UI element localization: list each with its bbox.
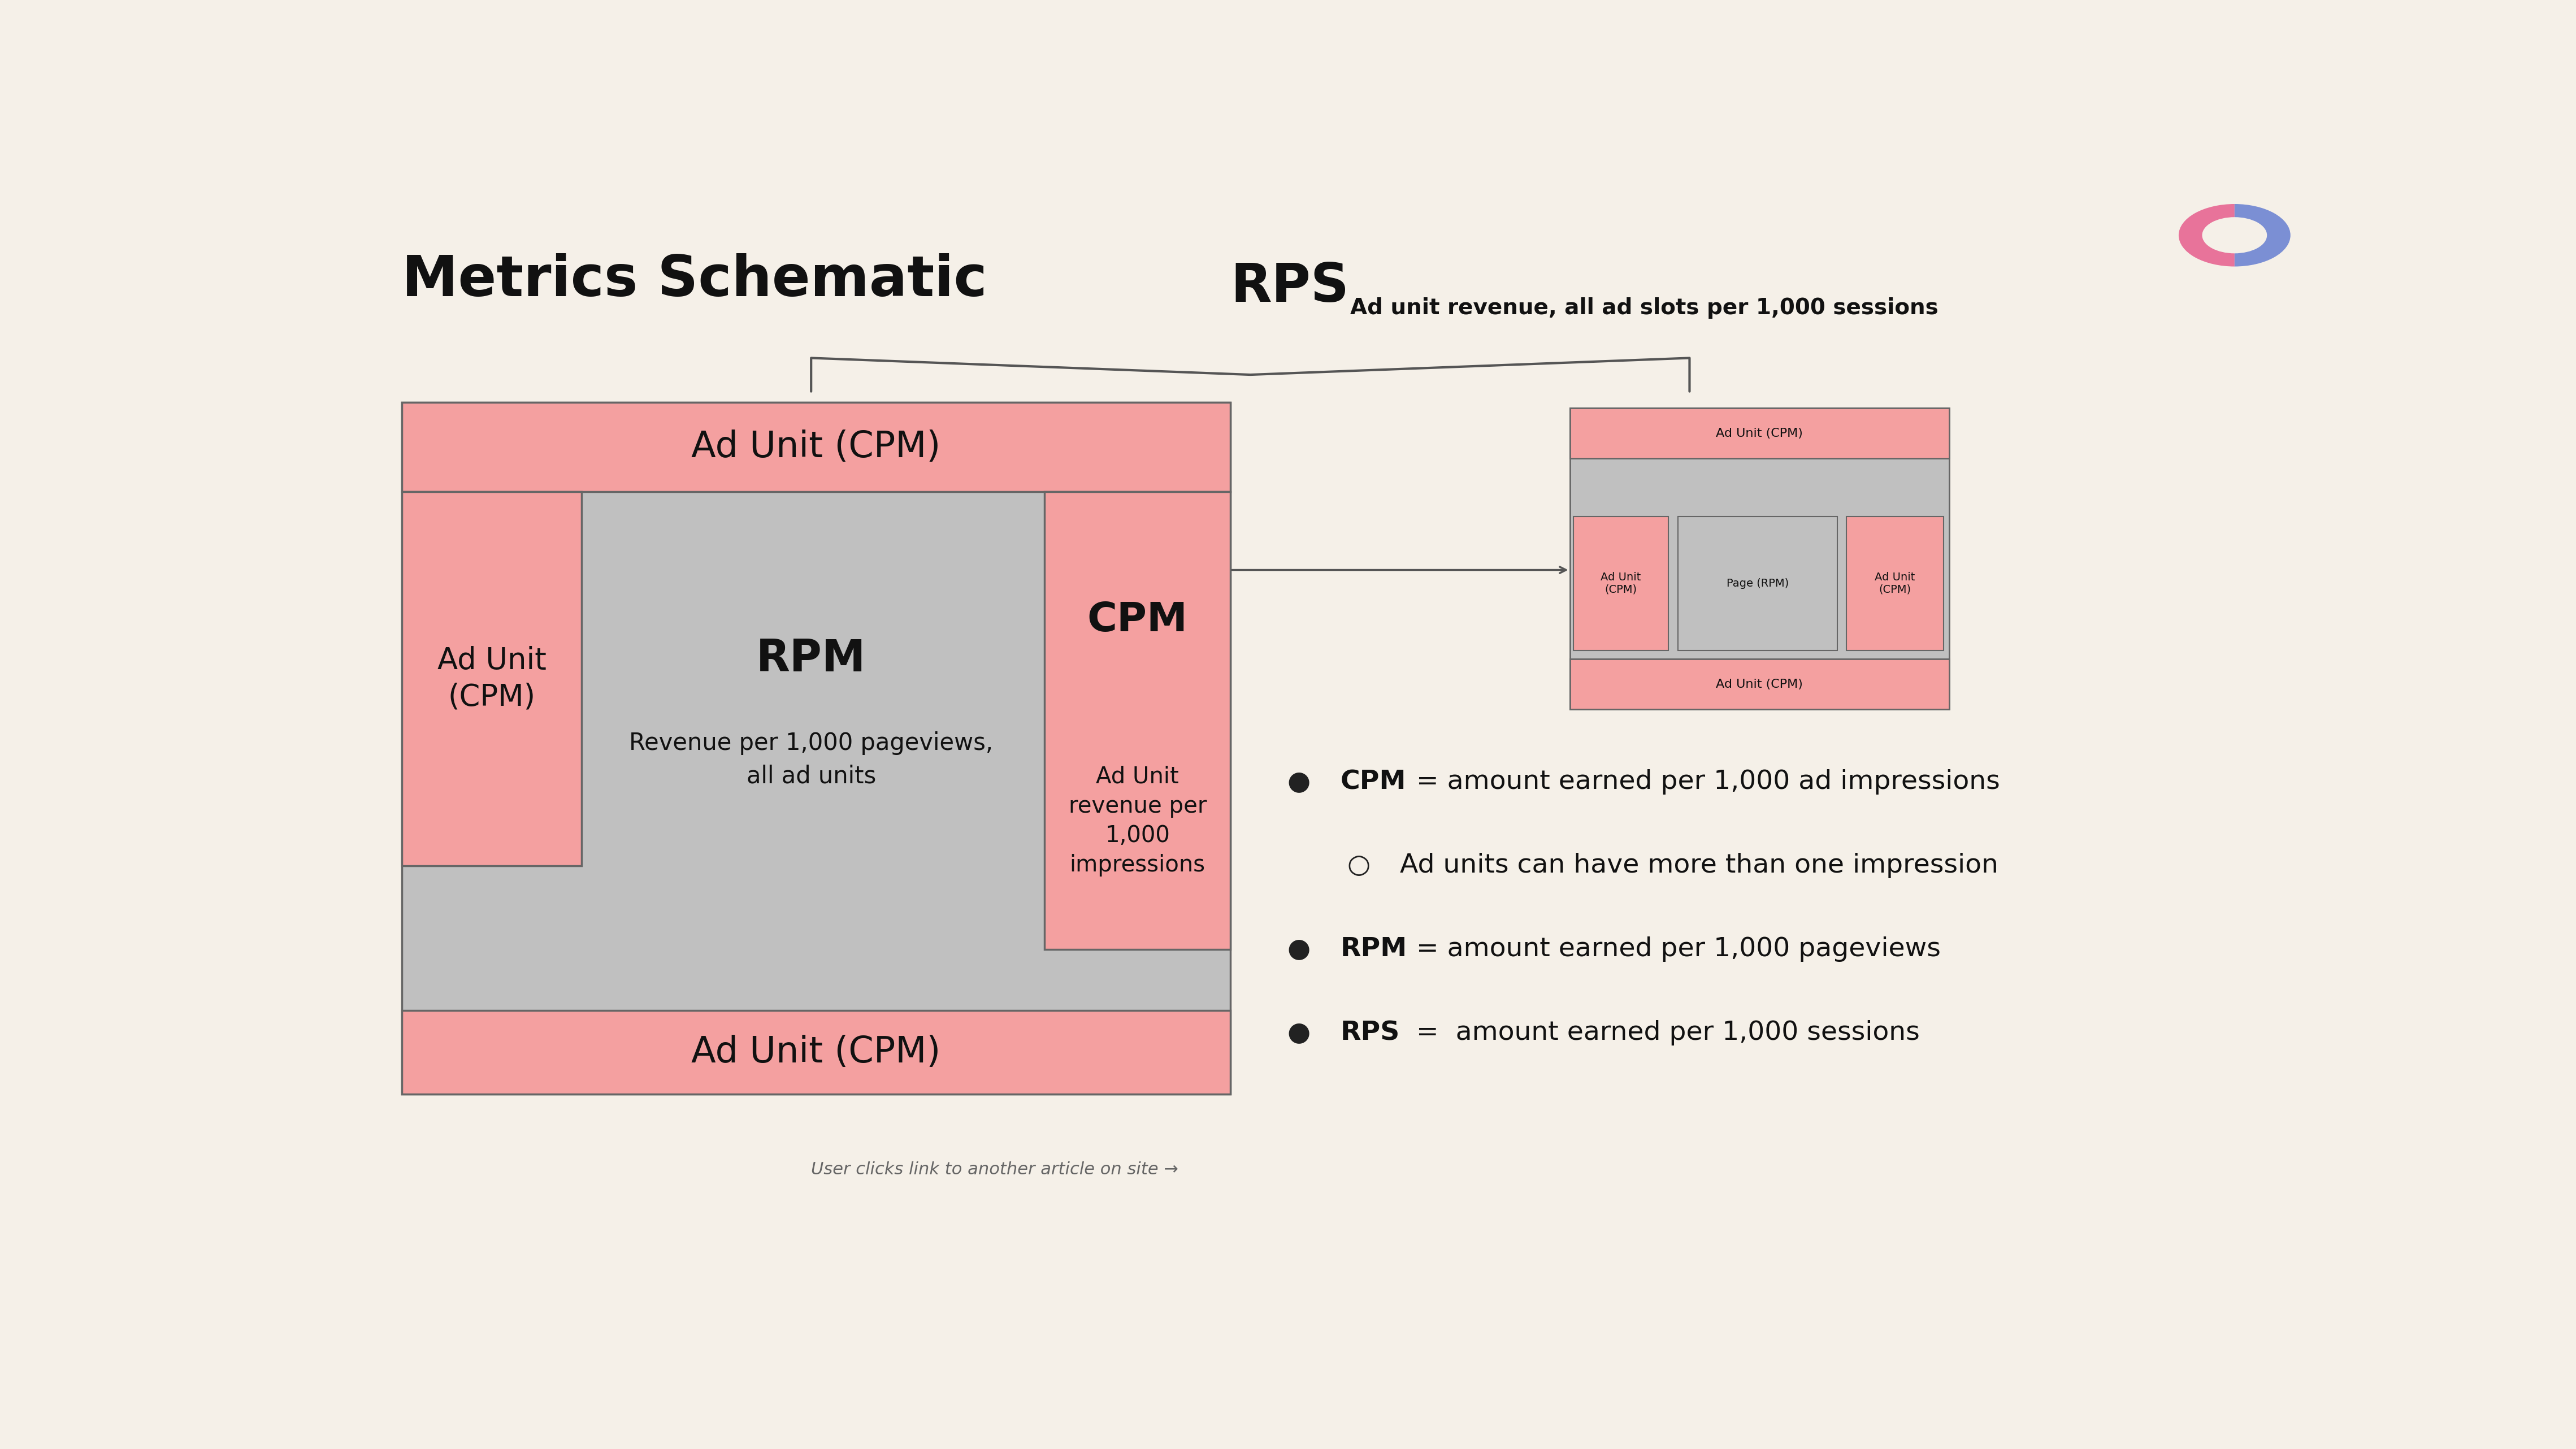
Text: ○: ○ xyxy=(1347,853,1370,878)
Text: RPS: RPS xyxy=(1231,261,1350,313)
FancyBboxPatch shape xyxy=(1569,409,1950,710)
Text: ●: ● xyxy=(1288,1020,1311,1046)
FancyBboxPatch shape xyxy=(402,403,1231,1094)
Text: Ad Unit
(CPM): Ad Unit (CPM) xyxy=(1875,572,1914,596)
Circle shape xyxy=(2202,217,2267,254)
Text: Ad unit revenue, all ad slots per 1,000 sessions: Ad unit revenue, all ad slots per 1,000 … xyxy=(1350,297,1937,319)
Text: Ad Unit (CPM): Ad Unit (CPM) xyxy=(1716,427,1803,439)
FancyBboxPatch shape xyxy=(1677,516,1837,651)
Text: = amount earned per 1,000 ad impressions: = amount earned per 1,000 ad impressions xyxy=(1409,769,1999,794)
Text: Page (RPM): Page (RPM) xyxy=(1726,578,1788,588)
FancyBboxPatch shape xyxy=(1574,516,1669,651)
Text: RPS: RPS xyxy=(1340,1020,1399,1046)
Text: User clicks link to another article on site →: User clicks link to another article on s… xyxy=(811,1161,1177,1178)
Text: RPM: RPM xyxy=(1340,936,1406,962)
Text: ●: ● xyxy=(1288,936,1311,962)
Text: Revenue per 1,000 pageviews,
all ad units: Revenue per 1,000 pageviews, all ad unit… xyxy=(629,732,994,788)
Text: Ad units can have more than one impression: Ad units can have more than one impressi… xyxy=(1401,853,1999,878)
FancyBboxPatch shape xyxy=(402,1011,1231,1094)
FancyBboxPatch shape xyxy=(1046,491,1231,949)
Text: Ad Unit
(CPM): Ad Unit (CPM) xyxy=(438,646,546,711)
Text: Ad Unit (CPM): Ad Unit (CPM) xyxy=(1716,678,1803,690)
Text: ●: ● xyxy=(1288,769,1311,794)
FancyBboxPatch shape xyxy=(1847,516,1942,651)
FancyBboxPatch shape xyxy=(402,491,582,865)
Text: Ad Unit
(CPM): Ad Unit (CPM) xyxy=(1600,572,1641,596)
Text: Metrics Schematic: Metrics Schematic xyxy=(402,254,987,307)
Wedge shape xyxy=(2179,204,2233,267)
Text: RPM: RPM xyxy=(757,638,866,681)
Text: Ad Unit
revenue per
1,000
impressions: Ad Unit revenue per 1,000 impressions xyxy=(1069,765,1206,877)
FancyBboxPatch shape xyxy=(1569,659,1950,710)
Text: Ad Unit (CPM): Ad Unit (CPM) xyxy=(690,1035,940,1069)
Text: CPM: CPM xyxy=(1340,769,1406,794)
FancyBboxPatch shape xyxy=(402,403,1231,491)
Text: = amount earned per 1,000 pageviews: = amount earned per 1,000 pageviews xyxy=(1409,936,1940,962)
FancyBboxPatch shape xyxy=(1569,409,1950,458)
Wedge shape xyxy=(2233,204,2290,267)
Text: Ad Unit (CPM): Ad Unit (CPM) xyxy=(690,430,940,465)
Text: =  amount earned per 1,000 sessions: = amount earned per 1,000 sessions xyxy=(1409,1020,1919,1046)
Text: CPM: CPM xyxy=(1087,601,1188,639)
